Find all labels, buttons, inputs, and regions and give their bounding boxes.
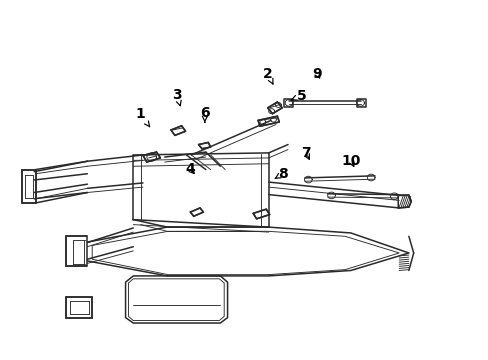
Text: 2: 2	[262, 67, 272, 84]
Text: 3: 3	[172, 88, 181, 106]
Polygon shape	[267, 102, 282, 114]
Text: 6: 6	[200, 105, 209, 122]
Text: 9: 9	[311, 67, 321, 81]
Polygon shape	[22, 170, 36, 203]
Text: 8: 8	[275, 167, 287, 181]
Polygon shape	[171, 126, 185, 135]
Polygon shape	[65, 297, 92, 318]
Polygon shape	[258, 116, 279, 126]
Polygon shape	[356, 99, 366, 107]
Text: 10: 10	[341, 153, 360, 167]
Text: 1: 1	[135, 107, 149, 127]
Polygon shape	[142, 152, 160, 162]
Polygon shape	[198, 143, 210, 149]
Text: 5: 5	[291, 89, 306, 103]
Polygon shape	[253, 209, 269, 219]
Polygon shape	[190, 208, 203, 216]
Polygon shape	[397, 195, 410, 208]
Polygon shape	[65, 236, 87, 266]
Polygon shape	[284, 99, 292, 107]
Text: 4: 4	[185, 162, 195, 176]
Text: 7: 7	[301, 147, 310, 161]
